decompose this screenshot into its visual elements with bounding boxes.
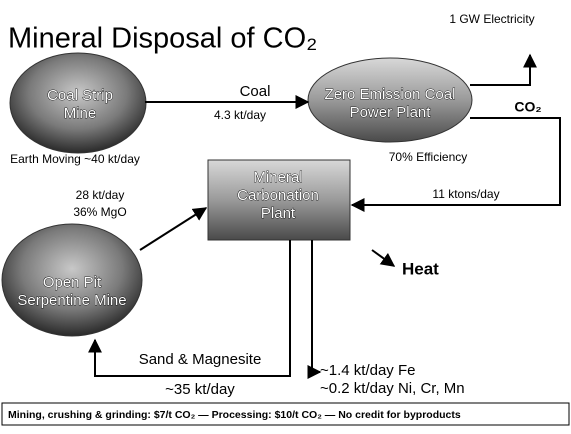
flow-amount: 36% MgO [73,205,126,219]
heat-arrow [372,250,394,266]
flow-label: 1 GW Electricity [449,12,534,26]
label-line: Plant [261,205,296,222]
slide: Mineral Disposal of CO₂ Coal StripMine Z… [0,0,571,429]
byproduct-arrow [312,240,320,372]
label-line: Open Pit [43,274,102,291]
label-line: Carbonation [237,187,319,204]
flow-amount: ~35 kt/day [165,381,235,398]
flow-amount: 11 ktons/day [432,187,499,201]
flow-label: Heat [402,259,439,278]
flow-amount: 4.3 kt/day [214,108,266,122]
label-line: Mineral [253,169,302,186]
footer: Mining, crushing & grinding: $7/t CO₂ — … [8,409,461,421]
note: Earth Moving ~40 kt/day [10,152,140,166]
flow-label: Coal [240,83,271,100]
page: Mineral Disposal of CO₂ Coal StripMine Z… [0,0,571,429]
flow-label: CO₂ [514,99,541,115]
flow-label: ~1.4 kt/day Fe [320,362,415,379]
label-line: Mine [64,105,97,122]
flow-amount: ~0.2 kt/day Ni, Cr, Mn [320,380,465,397]
title: Mineral Disposal of CO₂ [8,23,317,55]
label-line: Zero Emission Coal [325,86,456,103]
electricity-arrow [470,55,530,85]
label-line: Power Plant [350,104,432,121]
flow-label: Sand & Magnesite [139,351,262,368]
note: 70% Efficiency [389,150,468,164]
label-line: Coal Strip [47,87,113,104]
label-line: Serpentine Mine [17,292,126,309]
flow-label: 28 kt/day [76,188,125,202]
serpentine-arrow [140,208,206,250]
